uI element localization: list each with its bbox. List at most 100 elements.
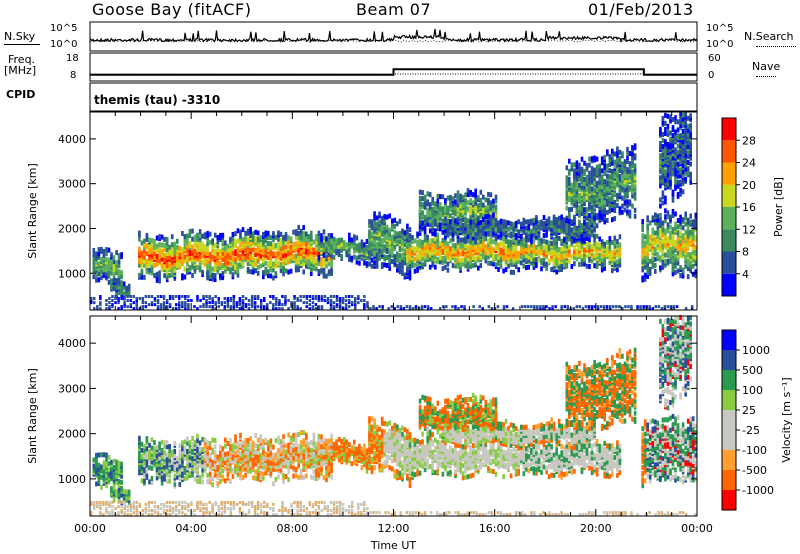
- power-panel-cell: [294, 253, 298, 259]
- power-panel-cell: [287, 249, 290, 255]
- power-panel-ground: [281, 303, 284, 307]
- power-panel-cell: [310, 230, 313, 236]
- power-panel-cell: [181, 231, 184, 236]
- power-panel-ground: [263, 305, 266, 309]
- power-panel-cell: [107, 273, 111, 279]
- power-panel-cell: [664, 181, 667, 187]
- power-panel-cell: [686, 160, 690, 166]
- power-panel-ground: [238, 303, 242, 307]
- power-panel-cell: [606, 240, 609, 245]
- power-panel-cell: [183, 244, 187, 250]
- power-panel-cell: [439, 247, 442, 253]
- power-panel-cell: [289, 258, 293, 264]
- power-panel-cell: [611, 217, 614, 223]
- freq-label: Freq.: [8, 53, 36, 66]
- power-panel-cell: [393, 229, 397, 235]
- power-panel-cell: [183, 234, 187, 240]
- power-panel-cell: [603, 163, 606, 168]
- power-panel-cell: [573, 202, 576, 208]
- power-panel-cell: [600, 263, 604, 269]
- power-panel-cell: [269, 241, 273, 247]
- power-panel-ground: [141, 305, 145, 309]
- power-panel-cell: [565, 237, 569, 243]
- power-panel-ground: [329, 301, 333, 305]
- power-panel-cell: [603, 179, 606, 185]
- power-panel-cell: [375, 261, 379, 267]
- power-panel-cell: [681, 273, 685, 279]
- power-panel-cell: [689, 113, 692, 119]
- power-panel-cell: [659, 197, 662, 203]
- power-panel-cell: [459, 211, 462, 217]
- power-panel-ground: [335, 297, 339, 300]
- power-panel-ground: [278, 303, 281, 307]
- power-panel-cell: [436, 214, 440, 219]
- power-panel-cell: [520, 246, 523, 252]
- power-panel-cell: [664, 149, 667, 155]
- power-panel-cell: [408, 233, 412, 239]
- power-panel-cell: [606, 163, 609, 169]
- power-panel-cell: [117, 290, 121, 296]
- power-panel-cell: [302, 269, 305, 275]
- power-panel-ground: [99, 303, 102, 307]
- power-panel-cell: [256, 244, 260, 250]
- power-panel-cell: [484, 214, 488, 220]
- power-panel-cell: [613, 206, 617, 211]
- power-panel-cell: [477, 227, 480, 233]
- power-panel-cell: [100, 257, 103, 262]
- power-panel-ground: [548, 307, 551, 311]
- power-panel-cell: [552, 214, 556, 220]
- power-panel-cell: [654, 246, 657, 252]
- power-panel-cell: [666, 258, 670, 264]
- power-panel-cell: [168, 262, 171, 268]
- power-panel-cell: [208, 231, 212, 237]
- power-panel-ground: [351, 295, 354, 298]
- power-panel-ground: [156, 307, 160, 311]
- power-panel-cell: [621, 169, 624, 175]
- power-panel-cell: [664, 218, 667, 224]
- power-panel-cell: [310, 271, 313, 276]
- power-panel-ground: [117, 297, 120, 300]
- power-panel-cell: [436, 201, 440, 207]
- power-panel-ytick-label: 2000: [58, 222, 86, 235]
- velocity-panel-cell: [117, 464, 121, 470]
- power-panel-ground: [272, 303, 275, 307]
- power-panel-cell: [317, 255, 321, 261]
- power-panel-ground: [542, 305, 545, 309]
- power-panel-ground: [205, 295, 208, 298]
- power-panel-cell: [385, 242, 389, 248]
- power-panel-cell: [122, 291, 126, 297]
- power-panel-cell: [95, 255, 98, 261]
- power-panel-cell: [487, 254, 490, 260]
- power-panel-cell: [600, 174, 604, 180]
- power-panel-cell: [509, 231, 513, 237]
- power-panel-cell: [428, 238, 432, 244]
- power-panel-cell: [115, 250, 118, 256]
- noise-right-tick-top: 10^5: [706, 23, 734, 34]
- power-panel-cell: [585, 245, 589, 251]
- power-panel-ground: [344, 305, 348, 309]
- power-panel-ground: [323, 295, 327, 298]
- power-panel-cell: [259, 263, 263, 269]
- power-panel-ground: [253, 295, 257, 298]
- power-panel-cell: [221, 250, 225, 256]
- power-panel-cell: [431, 206, 434, 212]
- power-panel-cell: [489, 234, 493, 240]
- power-panel-cell: [497, 242, 500, 248]
- power-panel-cell: [499, 247, 503, 253]
- power-panel-cell: [686, 140, 690, 145]
- power-panel-ground: [335, 295, 339, 298]
- power-panel-cell: [646, 261, 649, 267]
- power-panel-cell: [421, 210, 424, 216]
- power-panel-cell: [643, 272, 647, 278]
- power-panel-cell: [641, 267, 644, 273]
- power-panel-ground: [263, 299, 266, 302]
- power-panel-ground: [168, 297, 172, 300]
- power-panel-cell: [502, 248, 505, 254]
- power-panel-cell: [277, 260, 280, 266]
- power-panel-cell: [499, 218, 503, 224]
- power-panel-ground: [232, 301, 236, 305]
- power-panel-ground: [90, 301, 93, 305]
- power-panel-cell: [621, 161, 624, 167]
- power-panel-cell: [679, 253, 682, 258]
- power-panel-ground: [530, 305, 533, 309]
